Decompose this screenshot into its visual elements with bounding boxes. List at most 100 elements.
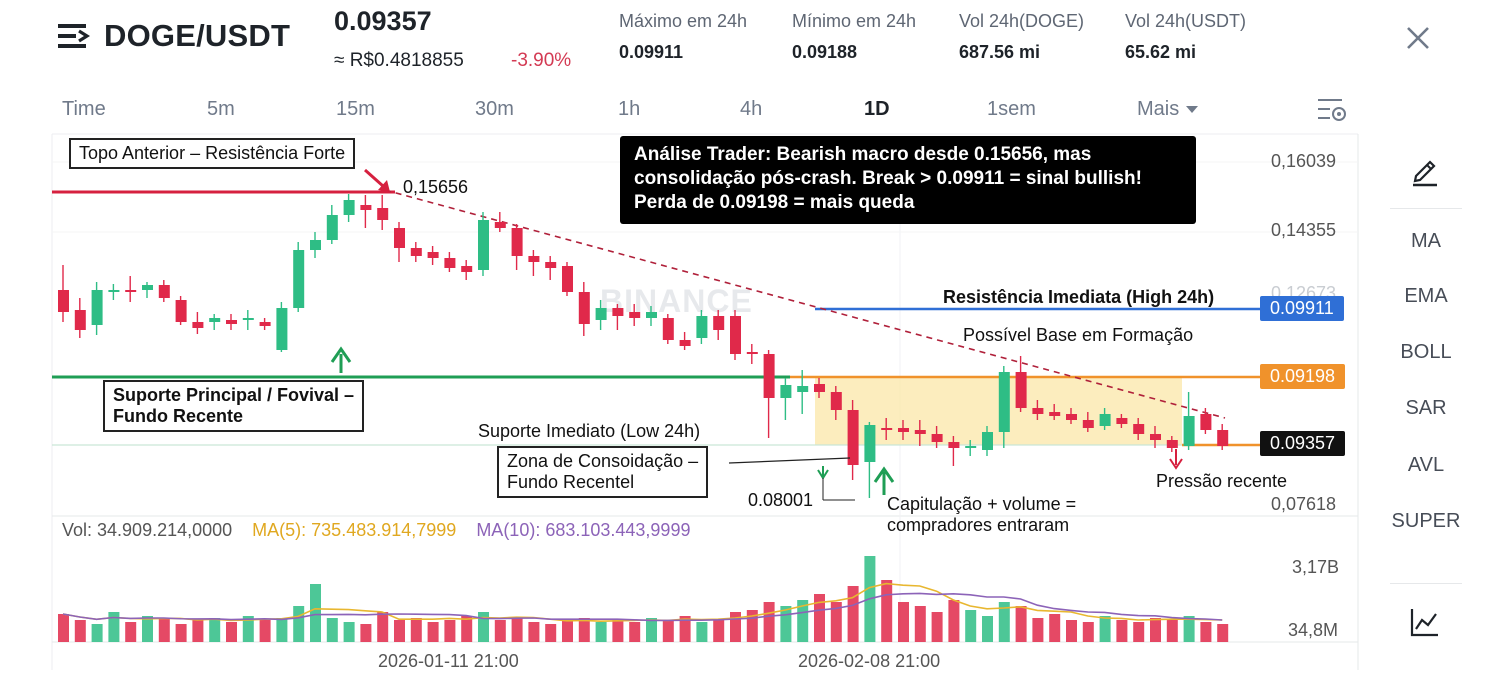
tab-time[interactable]: Time [62, 98, 106, 120]
immediate-support-annotation: Suporte Imediato (Low 24h) [478, 421, 701, 441]
candle [847, 410, 859, 465]
volume-axis-bottom: 34,8M [1288, 620, 1339, 640]
candle [1166, 440, 1178, 448]
volume-bar [108, 612, 120, 642]
volume-bar [326, 618, 338, 642]
tab-more[interactable]: Mais [1137, 98, 1199, 121]
volume-axis-top: 3,17B [1292, 557, 1340, 577]
volume-bar [293, 606, 305, 642]
candle [545, 262, 557, 268]
consolidation-line2: Fundo Recentel [507, 472, 635, 492]
tool-boll[interactable]: BOLL [1400, 341, 1452, 363]
candle [494, 222, 506, 228]
volume-bar [259, 620, 271, 642]
last-price: 0.09357 [334, 6, 432, 36]
stat-vol-doge-value: 687.56 mi [959, 42, 1041, 62]
candle [830, 392, 842, 410]
pair-selector[interactable]: DOGE/USDT [58, 18, 290, 54]
stat-vol-usdt-value: 65.62 mi [1125, 42, 1197, 62]
volume-value: Vol: 34.909.214,0000 [62, 520, 233, 540]
candle [276, 308, 288, 350]
volume-bar [696, 622, 708, 642]
volume-bar [276, 618, 288, 642]
capitulation-line1: Capitulação + volume = [887, 494, 1077, 514]
base-annotation: Possível Base em Formação [963, 325, 1194, 345]
volume-ma10: MA(10): 683.103.443,9999 [476, 520, 691, 540]
indicator-chart-icon [1410, 609, 1438, 637]
tool-super[interactable]: SUPER [1391, 510, 1461, 532]
tool-ema[interactable]: EMA [1404, 285, 1448, 307]
volume-bar [847, 586, 859, 642]
candle [410, 248, 422, 256]
volume-bar [511, 618, 523, 642]
consolidation-annotation: Zona de Consoidação – Fundo Recentel [497, 446, 709, 498]
support-up-arrow [330, 346, 352, 373]
indicator-button[interactable] [1408, 605, 1442, 644]
tab-1h[interactable]: 1h [618, 98, 641, 120]
tool-divider [1390, 208, 1462, 209]
price-brl: ≈ R$0.4818855 [334, 50, 464, 71]
candle [982, 432, 993, 450]
volume-bar [1150, 618, 1161, 642]
resistance-annotation: Resistência Imediata (High 24h) [943, 287, 1215, 307]
zone-pointer-line [728, 457, 851, 464]
candle [797, 386, 809, 392]
chevron-down-icon [1186, 105, 1199, 113]
tab-1d[interactable]: 1D [864, 98, 890, 120]
draw-tool-button[interactable] [1408, 154, 1442, 193]
tool-avl[interactable]: AVL [1407, 454, 1445, 476]
candle [578, 292, 590, 324]
volume-bar [881, 580, 893, 642]
volume-bar [1066, 620, 1077, 642]
candle [175, 300, 187, 322]
price-axis-label: 0,14355 [1271, 220, 1337, 240]
volume-bar [595, 622, 607, 642]
candle [427, 252, 439, 258]
volume-bar [1217, 624, 1229, 642]
volume-bar [1200, 622, 1212, 642]
candle [192, 322, 204, 328]
volume-bar [746, 610, 758, 642]
volume-bar [1082, 622, 1094, 642]
candle [461, 266, 473, 272]
candle [662, 318, 674, 340]
stat-high-value: 0.09911 [619, 42, 684, 62]
tab-30m[interactable]: 30m [475, 98, 514, 120]
volume-bar [91, 624, 103, 642]
tool-ma[interactable]: MA [1411, 230, 1441, 252]
low-marker-arrow [817, 466, 855, 501]
candle [679, 340, 691, 346]
candle [931, 434, 943, 442]
tool-sar[interactable]: SAR [1405, 397, 1447, 419]
volume-bar [763, 602, 775, 642]
tab-15m[interactable]: 15m [336, 98, 375, 120]
price-change: -3.90% [511, 50, 572, 71]
candle [209, 318, 221, 322]
stat-low-label: Mínimo em 24h [792, 11, 917, 31]
volume-bar [814, 594, 825, 642]
volume-bar [1183, 616, 1195, 642]
tab-1sem[interactable]: 1sem [987, 98, 1036, 120]
tab-5m[interactable]: 5m [207, 98, 235, 120]
volume-bar [209, 618, 221, 642]
volume-bar [1166, 620, 1178, 642]
candle [528, 256, 540, 262]
tab-more-label: Mais [1137, 98, 1180, 120]
candle [74, 310, 86, 330]
candle [511, 228, 523, 256]
time-axis-label: 2026-02-08 21:00 [798, 651, 941, 671]
volume-bar [629, 622, 641, 642]
volume-bar [965, 610, 977, 642]
candle [142, 285, 153, 290]
close-button[interactable] [1400, 20, 1436, 56]
capitulation-line2: compradores entraram [887, 515, 1070, 535]
candle [629, 312, 641, 318]
tab-4h[interactable]: 4h [740, 98, 763, 120]
candle [478, 220, 489, 270]
candle [242, 318, 254, 320]
main-support-line1: Suporte Principal / Fovival – [113, 385, 355, 405]
candle [696, 316, 708, 338]
tool-divider [1390, 583, 1462, 584]
chart-settings-button[interactable] [1312, 92, 1352, 126]
